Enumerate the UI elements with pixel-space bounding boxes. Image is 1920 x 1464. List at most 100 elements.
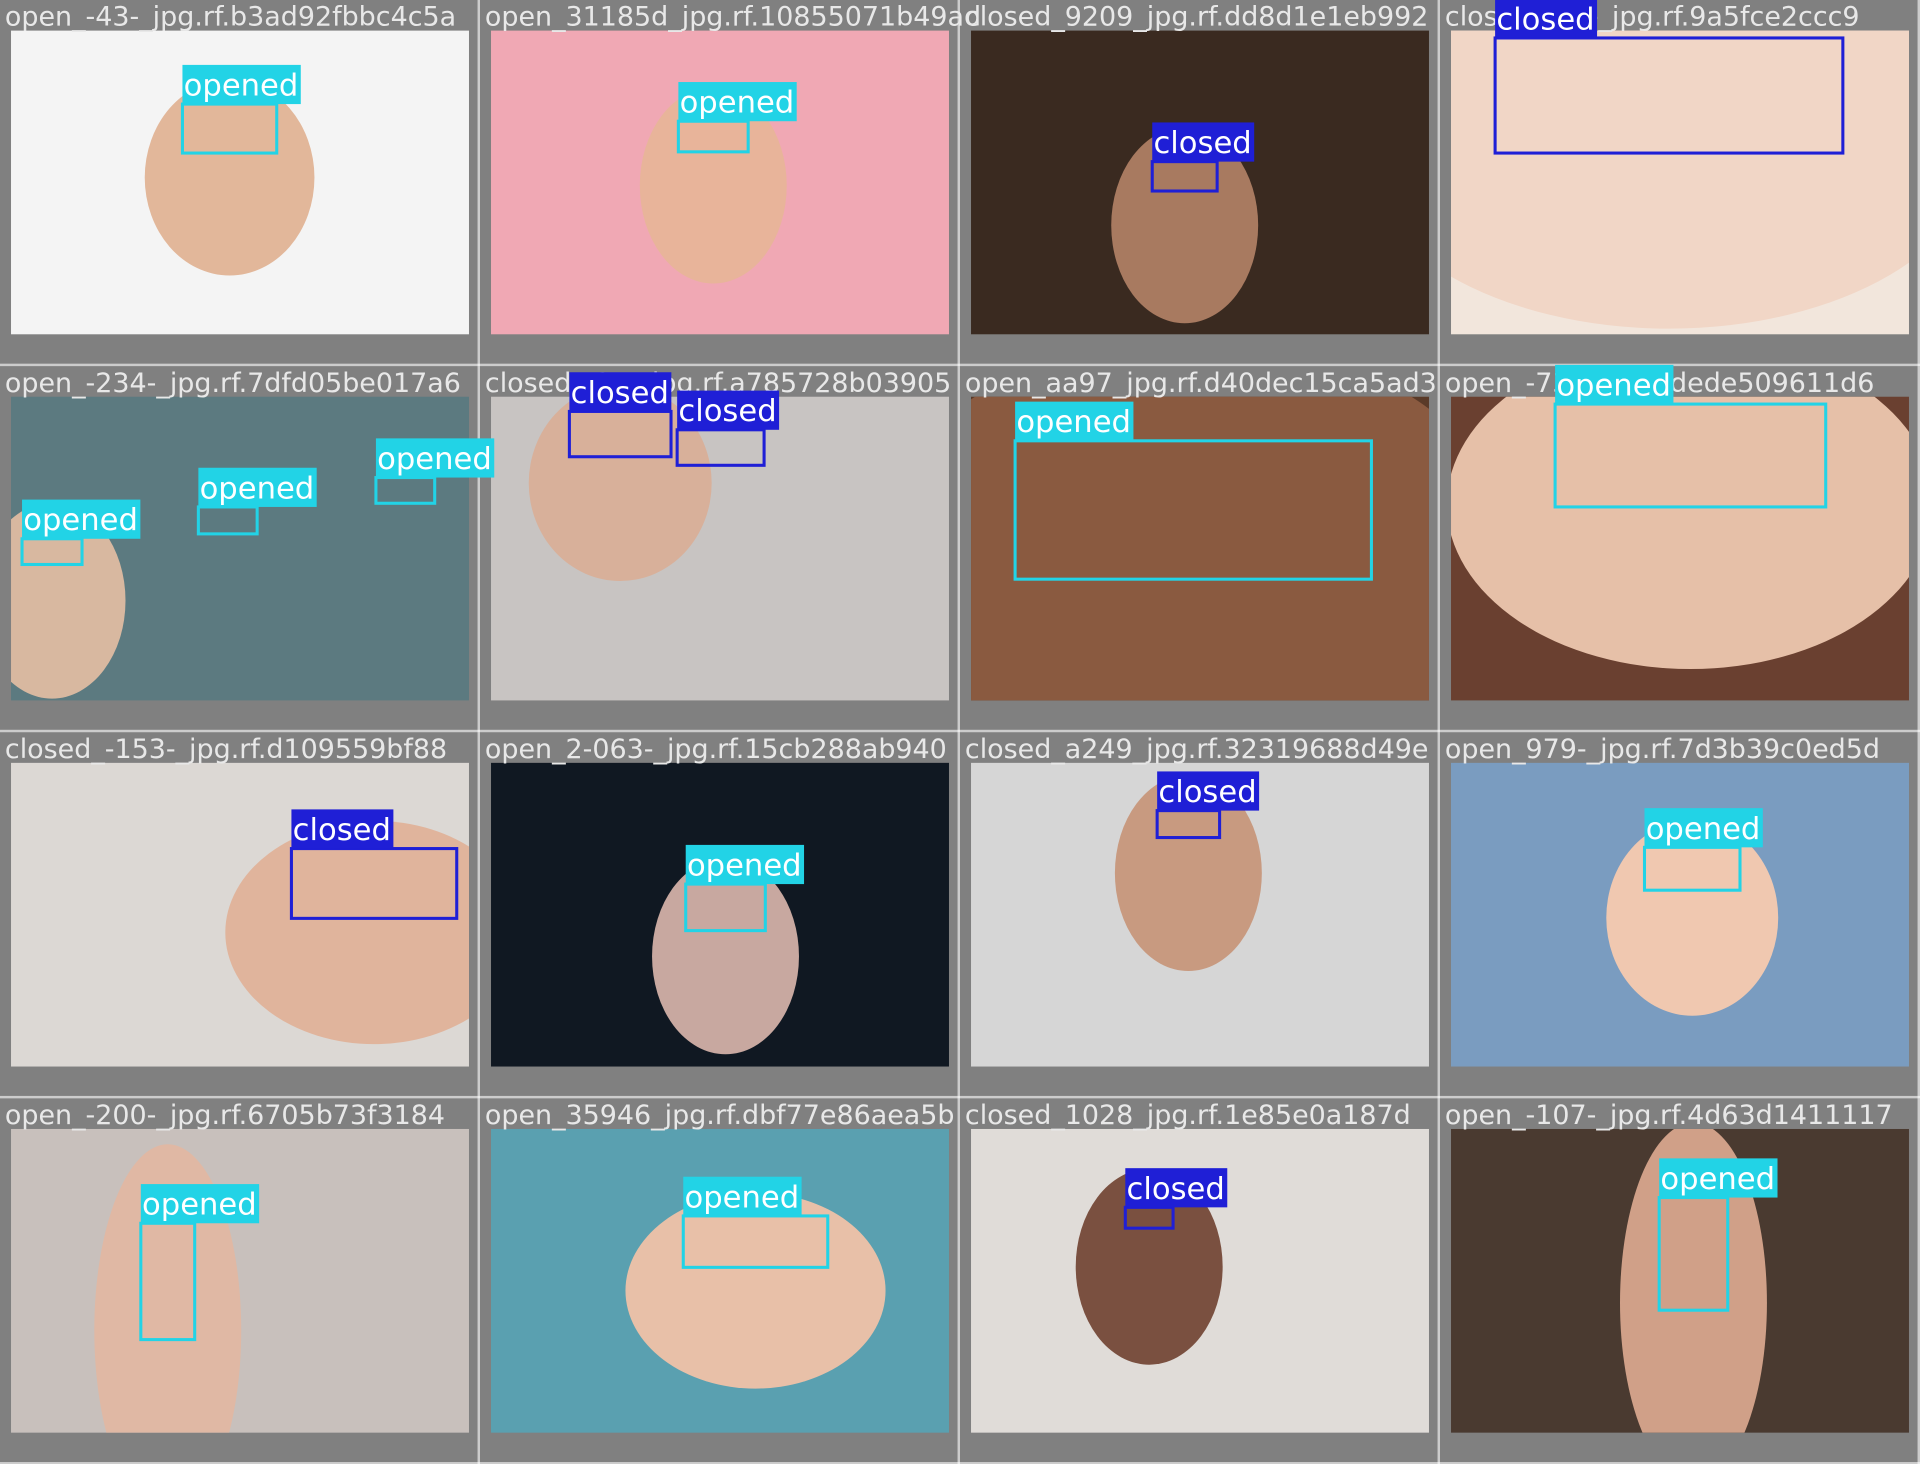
label-background — [1015, 401, 1134, 441]
tile-border — [477, 0, 480, 367]
face — [144, 79, 315, 276]
tile-border — [1440, 1462, 1920, 1464]
tile — [1440, 366, 1920, 733]
tile — [1440, 0, 1920, 367]
tile-border — [1437, 732, 1440, 1099]
tile-border — [960, 729, 1440, 733]
label-background — [677, 390, 780, 430]
bounding-box — [1493, 36, 1845, 155]
filename: open_-200-_jpg.rf.6705b73f3184 — [5, 1100, 445, 1131]
face — [639, 87, 787, 284]
tile — [480, 1098, 960, 1464]
filename: open_-234-_jpg.rf.7dfd05be017a6 — [5, 368, 461, 399]
tile-border — [1440, 729, 1920, 733]
tile-border — [1440, 1095, 1920, 1099]
tile-border — [0, 1095, 480, 1099]
face — [652, 858, 799, 1055]
tile — [480, 366, 960, 733]
face — [1451, 30, 1909, 329]
tile — [960, 1098, 1440, 1464]
detection-label: opened — [1646, 812, 1761, 847]
tile-border — [477, 366, 480, 733]
filename: open_2-063-_jpg.rf.15cb288ab940 — [485, 734, 947, 765]
tile-border — [1917, 732, 1920, 1099]
detection-label: closed — [1127, 1172, 1225, 1207]
filename: open_31185d_jpg.rf.10855071b49ad — [485, 2, 981, 33]
tile — [480, 0, 960, 367]
detection-label: opened — [687, 849, 802, 884]
tile-border — [957, 0, 960, 367]
bounding-box — [1013, 439, 1373, 581]
tile-border — [1437, 366, 1440, 733]
tile-border — [480, 1462, 960, 1464]
tile — [0, 0, 480, 367]
face — [225, 820, 469, 1045]
filename: open_35946_jpg.rf.dbf77e86aea5b — [485, 1100, 955, 1131]
detection-label: opened — [684, 1180, 799, 1215]
filename: closed_-153-_jpg.rf.d109559bf88 — [5, 734, 447, 765]
face — [528, 396, 712, 581]
label-background — [1495, 0, 1598, 38]
detection-label: opened — [377, 442, 492, 477]
tile-border — [477, 732, 480, 1099]
label-background — [683, 1176, 802, 1216]
label-background — [1152, 122, 1255, 162]
detection-label: opened — [680, 86, 795, 121]
tile — [0, 732, 480, 1099]
tile-border — [0, 363, 480, 367]
tile — [960, 732, 1440, 1099]
tile-border — [0, 1462, 480, 1464]
filename: open_aa97_jpg.rf.d40dec15ca5ad3 — [965, 368, 1437, 399]
tile-border — [477, 1098, 480, 1464]
tile-border — [957, 732, 960, 1099]
label-background — [685, 844, 805, 885]
detection-label: opened — [184, 69, 299, 104]
tile-border — [480, 1095, 960, 1099]
tile-border — [480, 729, 960, 733]
filename: closed_1028_jpg.rf.1e85e0a187d — [965, 1100, 1411, 1131]
face — [625, 1192, 886, 1389]
tile — [480, 732, 960, 1099]
label-background — [198, 467, 317, 507]
tile-border — [480, 363, 960, 367]
label-background — [375, 438, 495, 478]
label-background — [140, 1184, 260, 1224]
tile — [960, 0, 1440, 367]
detection-label: opened — [1660, 1162, 1775, 1197]
tile-border — [0, 729, 480, 733]
detection-label: closed — [1496, 2, 1594, 37]
tile-border — [1917, 366, 1920, 733]
filename: open_979-_jpg.rf.7d3b39c0ed5d — [1445, 734, 1880, 765]
tile — [0, 366, 480, 733]
detection-label: closed — [1158, 775, 1256, 810]
tile — [960, 366, 1440, 733]
label-background — [182, 64, 301, 105]
label-background — [1157, 771, 1260, 811]
detection-label: closed — [678, 394, 776, 429]
face — [1114, 775, 1262, 972]
filename: closed_9209_jpg.rf.dd8d1e1eb992 — [965, 2, 1428, 33]
tile-border — [960, 363, 1440, 367]
face — [1606, 819, 1779, 1016]
label-background — [22, 499, 141, 539]
detection-label: opened — [1556, 369, 1671, 404]
detection-label: opened — [200, 471, 315, 506]
tile-border — [1917, 0, 1920, 367]
detection-label: opened — [1016, 405, 1131, 440]
filename: open_-43-_jpg.rf.b3ad92fbbc4c5a — [5, 2, 456, 33]
label-background — [1644, 808, 1763, 848]
tile-border — [1437, 0, 1440, 367]
label-background — [1659, 1158, 1778, 1198]
bounding-box — [139, 1221, 197, 1342]
detection-label: closed — [1153, 126, 1251, 161]
label-background — [678, 82, 797, 122]
tile-border — [957, 366, 960, 733]
label-background — [569, 372, 672, 412]
detection-label: closed — [571, 376, 669, 411]
detection-label: closed — [293, 813, 391, 848]
face — [1620, 1128, 1767, 1433]
detection-label: opened — [142, 1188, 257, 1223]
face — [1451, 396, 1909, 670]
label-background — [1555, 364, 1674, 405]
